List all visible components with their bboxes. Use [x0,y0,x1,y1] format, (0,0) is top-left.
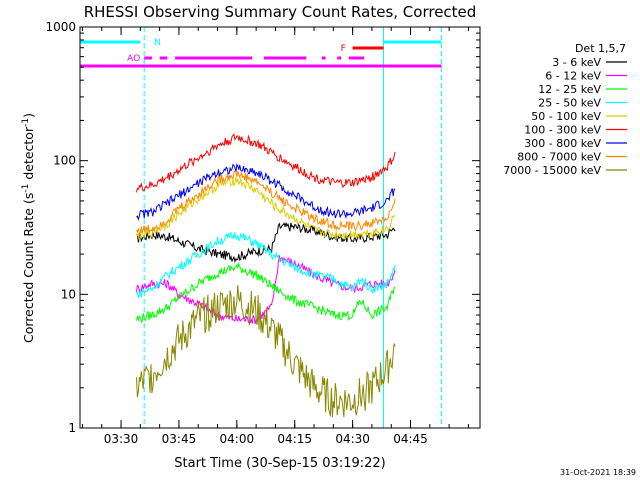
plot-frame [79,26,481,429]
chart-title: RHESSI Observing Summary Count Rates, Co… [84,3,477,21]
legend-label-8: 7000 - 15000 keV [503,164,601,177]
series-line-8 [136,285,396,418]
y-axis-label-mid: detector [21,126,36,184]
y-axis-label: Corrected Count Rate (s-1 detector-1) [21,113,36,343]
x-tick-label-1: 03:45 [162,432,197,446]
flag-bars: N F AO [80,38,442,68]
y-tick-label-3: 1000 [45,20,76,34]
flag-label-n: N [154,38,161,48]
legend-title: Det 1,5,7 [575,42,626,55]
series-line-6 [136,163,396,222]
legend-label-4: 50 - 100 keV [531,110,601,123]
legend-label-5: 100 - 300 keV [524,124,601,137]
y-axis-label-pre: Corrected Count Rate (s [21,193,36,343]
y-axis-label-sup1: -1 [21,184,31,193]
y-tick-label-0: 1 [68,421,76,435]
series-line-7 [136,169,396,237]
series-line-5 [136,133,396,193]
legend-label-7: 800 - 7000 keV [517,151,601,164]
axes: 03:30 03:45 04:00 04:15 04:30 04:45 1 10 100 1000 [45,20,481,446]
legend-label-2: 12 - 25 keV [538,83,601,96]
y-axis-label-post: ) [21,113,36,118]
legend-label-1: 6 - 12 keV [545,70,601,83]
legend-label-6: 300 - 800 keV [524,137,601,150]
series-line-4 [136,176,396,242]
flag-label-f: F [341,44,346,54]
x-axis-label: Start Time (30-Sep-15 03:19:22) [174,456,385,471]
x-tick-label-2: 04:00 [220,432,255,446]
y-tick-label-1: 10 [61,287,76,301]
x-tick-label-5: 04:45 [393,432,428,446]
legend-label-3: 25 - 50 keV [538,97,601,110]
x-tick-label-4: 04:30 [335,432,370,446]
y-tick-label-2: 100 [53,154,76,168]
y-axis-label-sup2: -1 [21,118,31,127]
series-line-1 [136,255,396,325]
series-line-3 [136,231,396,298]
legend-label-0: 3 - 6 keV [552,56,601,69]
series-lines [136,133,396,418]
x-tick-label-3: 04:15 [277,432,312,446]
flag-label-ao: AO [127,54,140,64]
x-tick-label-0: 03:30 [104,432,139,446]
series-line-2 [136,261,396,324]
plot-timestamp: 31-Oct-2021 18:39 [560,468,636,477]
